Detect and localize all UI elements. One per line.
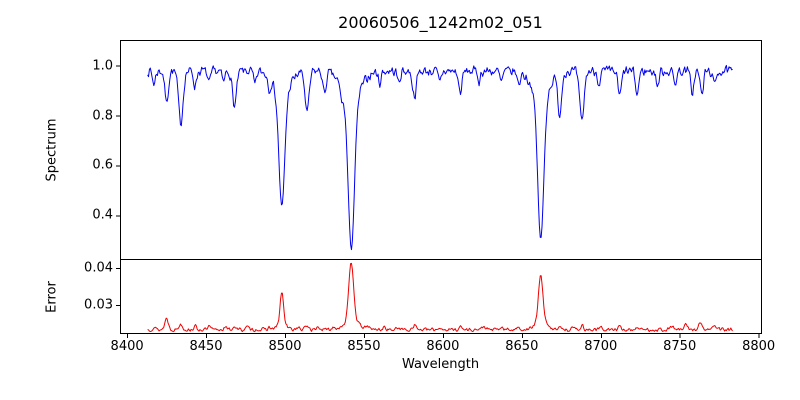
x-tick-label: 8750 — [663, 339, 697, 354]
x-tick-label: 8550 — [347, 339, 381, 354]
x-tick-label: 8450 — [189, 339, 223, 354]
error-line — [147, 262, 733, 333]
chart-title: 20060506_1242m02_051 — [338, 13, 543, 32]
x-tick-label: 8500 — [268, 339, 302, 354]
y-tick-label: 0.6 — [92, 157, 113, 173]
x-axis-label: Wavelength — [401, 357, 480, 372]
x-tick-label: 8800 — [742, 339, 776, 354]
y-tick-label: 0.4 — [92, 207, 113, 223]
y-tick-label: 0.8 — [92, 108, 113, 124]
axes-frame-error — [120, 259, 762, 334]
y-tick-label: 0.03 — [84, 297, 113, 313]
x-tick-label: 8650 — [505, 339, 539, 354]
x-tick-label: 8700 — [584, 339, 618, 354]
y-tick-label: 0.04 — [84, 260, 113, 276]
y-tick-label: 1.0 — [92, 58, 113, 74]
x-tick-label: 8600 — [426, 339, 460, 354]
x-tick-label: 8400 — [110, 339, 144, 354]
spectrum-line — [147, 64, 733, 251]
